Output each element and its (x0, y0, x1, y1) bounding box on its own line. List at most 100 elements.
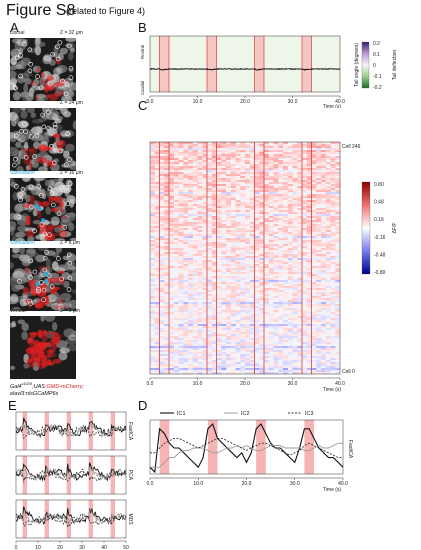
heatmap-cell (306, 156, 312, 159)
tissue-blob (11, 284, 21, 292)
heatmap-cell (249, 230, 255, 233)
heatmap-cell (188, 174, 193, 177)
heatmap-cell (216, 204, 222, 207)
heatmap-cell (164, 158, 170, 161)
heatmap-cell (159, 148, 165, 151)
tissue-blob (11, 253, 24, 259)
heatmap-cell (154, 346, 160, 349)
heatmap-cell (254, 220, 260, 223)
heatmap-cell (164, 198, 170, 201)
heatmap-cell (278, 166, 284, 169)
heatmap-cell (169, 202, 174, 205)
heatmap-cell (207, 352, 212, 355)
heatmap-cell (330, 266, 336, 269)
heatmap-cell (150, 296, 155, 299)
heatmap-cell (330, 234, 336, 237)
heatmap-cell (169, 204, 174, 207)
heatmap-cell (254, 188, 260, 191)
heatmap-cell (169, 154, 174, 157)
heatmap-cell (325, 266, 331, 269)
heatmap-cell (240, 176, 246, 179)
heatmap-cell (183, 306, 189, 309)
heatmap-cell (249, 302, 255, 305)
heatmap-cell (254, 248, 260, 251)
heatmap-cell (183, 242, 189, 245)
heatmap-cell (311, 284, 317, 287)
heatmap-cell (306, 308, 312, 311)
heatmap-cell (325, 148, 331, 151)
heatmap-cell (335, 334, 341, 337)
heatmap-cell (335, 210, 341, 213)
heatmap-cell (302, 328, 307, 331)
mcherry-signal (29, 80, 38, 86)
heatmap-cell (311, 328, 317, 331)
heatmap-cell (249, 168, 255, 171)
heatmap-cell (221, 236, 227, 239)
heatmap-cell (202, 256, 208, 259)
heatmap-cell (240, 282, 246, 285)
heatmap-cell (283, 324, 288, 327)
heatmap-cell (150, 246, 155, 249)
heatmap-cell (216, 156, 222, 159)
heatmap-cell (173, 242, 179, 245)
tissue-blob (59, 293, 72, 301)
heatmap-cell (297, 156, 303, 159)
tissue-blob (10, 293, 19, 303)
heatmap-cell (292, 160, 298, 163)
x-axis-label: Time (s) (323, 104, 341, 108)
heatmap-cell (188, 318, 193, 321)
heatmap-cell (159, 194, 165, 197)
heatmap-cell (221, 228, 227, 231)
heatmap-cell (259, 330, 265, 333)
heatmap-cell (245, 250, 250, 253)
heatmap-cell (302, 372, 307, 375)
heatmap-cell (306, 204, 312, 207)
heatmap-cell (321, 214, 326, 217)
heatmap-cell (306, 146, 312, 149)
heatmap-cell (221, 244, 227, 247)
tissue-blob (28, 87, 35, 97)
heatmap-cell (235, 168, 241, 171)
heatmap-cell (306, 240, 312, 243)
heatmap-cell (216, 274, 222, 277)
tissue-blob (56, 64, 68, 74)
tissue-blob (63, 280, 70, 288)
heatmap-cell (211, 346, 217, 349)
colorbar-tick-label: -0.16 (374, 235, 386, 241)
heatmap-cell (178, 314, 184, 317)
heatmap-cell (316, 372, 322, 375)
heatmap-cell (211, 252, 217, 255)
heatmap-cell (159, 224, 165, 227)
heatmap-cell (150, 240, 155, 243)
heatmap-cell (268, 276, 274, 279)
heatmap-cell (292, 302, 298, 305)
heatmap-cell (211, 360, 217, 363)
heatmap-cell (154, 168, 160, 171)
stim-band (22, 500, 27, 538)
roi-circle (23, 129, 28, 135)
heatmap-cell (278, 246, 284, 249)
heatmap-cell (150, 236, 155, 239)
heatmap-cell (273, 290, 279, 293)
heatmap-cell (306, 170, 312, 173)
heatmap-cell (216, 178, 222, 181)
heatmap-cell (249, 204, 255, 207)
heatmap-cell (287, 184, 293, 187)
heatmap-cell (264, 300, 269, 303)
tissue-blob (19, 133, 31, 141)
heatmap-cell (306, 336, 312, 339)
heatmap-cell (321, 294, 326, 297)
heatmap-cell (335, 196, 341, 199)
heatmap-cell (178, 324, 184, 327)
heatmap-cell (245, 316, 250, 319)
heatmap-cell (311, 172, 317, 175)
heatmap-cell (159, 188, 165, 191)
heatmap-cell (230, 336, 236, 339)
heatmap-cell (207, 336, 212, 339)
heatmap-cell (264, 298, 269, 301)
roi-circle (65, 131, 71, 136)
heatmap-cell (235, 312, 241, 315)
series-line-ic3 (150, 437, 343, 459)
heatmap-cell (302, 150, 307, 153)
heatmap-cell (316, 148, 322, 151)
